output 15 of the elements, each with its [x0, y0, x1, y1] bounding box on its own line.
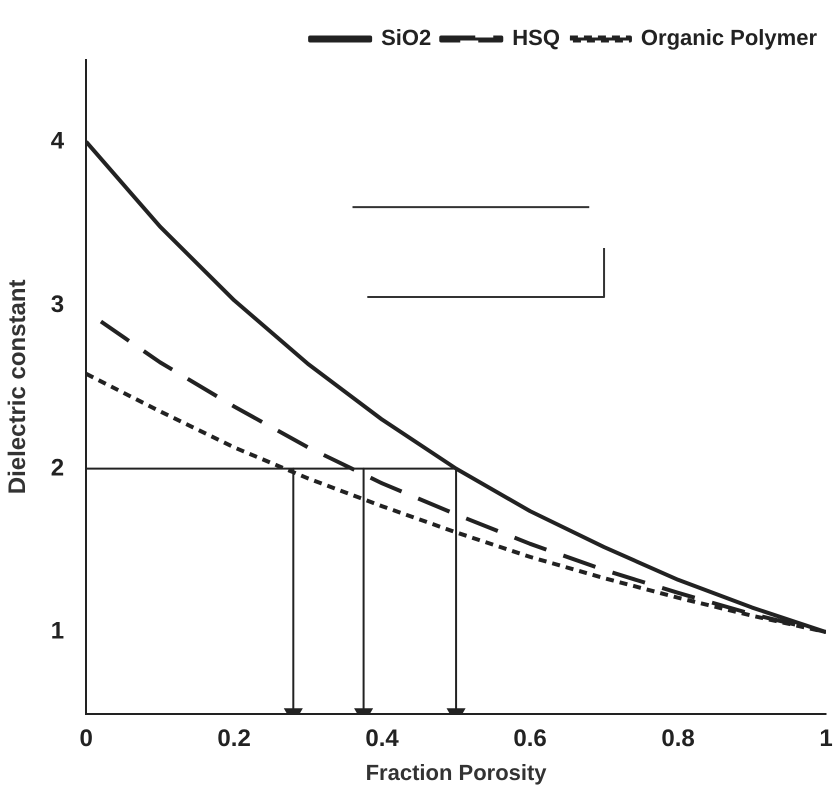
- x-tick-label: 1: [819, 724, 833, 752]
- legend-label: HSQ: [512, 25, 560, 50]
- x-tick-label: 0.4: [365, 724, 400, 752]
- x-tick-label: 0: [79, 724, 93, 752]
- legend-label: Organic Polymer: [640, 25, 818, 50]
- x-axis-title: Fraction Porosity: [366, 760, 548, 785]
- y-tick-label: 3: [50, 290, 64, 318]
- x-tick-label: 0.2: [217, 724, 251, 752]
- y-tick-label: 2: [50, 454, 64, 482]
- y-tick-label: 4: [50, 127, 65, 154]
- legend-label: SiO2: [381, 25, 432, 50]
- y-tick-label: 1: [50, 618, 64, 645]
- x-tick-label: 0.6: [513, 724, 547, 752]
- x-tick-label: 0.8: [661, 724, 695, 752]
- y-axis-title: Dielectric constant: [4, 280, 32, 494]
